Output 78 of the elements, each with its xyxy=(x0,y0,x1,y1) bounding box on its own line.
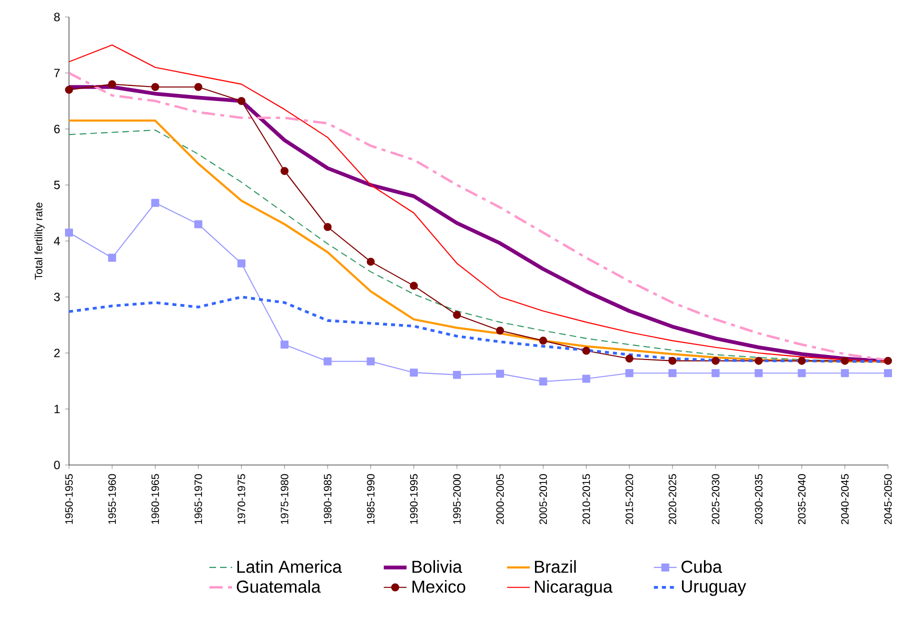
x-tick-label: 2025-2030 xyxy=(712,474,720,524)
legend-label: Cuba xyxy=(682,560,722,573)
x-tick-label: 1980-1985 xyxy=(324,474,332,524)
y-tick-label: 4 xyxy=(54,236,60,246)
x-tick-label: 2045-2050 xyxy=(884,474,892,524)
legend-label: Nicaragua xyxy=(534,580,613,596)
x-tick-label: 1960-1965 xyxy=(151,474,159,524)
legend-label: Guatemala xyxy=(236,580,321,593)
y-tick-label: 1 xyxy=(54,404,60,414)
y-tick-label: 2 xyxy=(54,348,60,358)
point xyxy=(798,369,806,378)
x-tick-label: 1965-1970 xyxy=(194,474,202,524)
point xyxy=(668,369,676,378)
point xyxy=(452,310,461,319)
x-tick-label: 2000-2005 xyxy=(496,474,504,524)
x-tick-label: 1950-1955 xyxy=(65,474,73,524)
x-tick-label: 1985-1990 xyxy=(366,474,375,524)
x-tick-label: 1955-1960 xyxy=(108,474,116,524)
point xyxy=(452,370,461,379)
point xyxy=(754,369,763,378)
point xyxy=(280,340,289,349)
point xyxy=(625,369,634,378)
point xyxy=(539,378,548,386)
point xyxy=(194,220,202,228)
point xyxy=(280,166,289,175)
x-tick-label: 1990-1995 xyxy=(410,474,418,524)
point xyxy=(108,254,116,262)
point xyxy=(366,357,375,366)
point xyxy=(625,354,634,363)
legend-label: Bolivia xyxy=(412,560,462,573)
y-axis-title: Total fertility rate xyxy=(34,202,44,280)
point xyxy=(884,356,892,365)
point xyxy=(194,82,202,91)
point xyxy=(712,356,720,365)
point xyxy=(754,356,763,365)
point xyxy=(65,228,74,237)
point xyxy=(712,369,720,378)
y-tick-label: 8 xyxy=(54,12,60,22)
point xyxy=(410,282,418,290)
point xyxy=(410,368,418,377)
x-tick-label: 1970-1975 xyxy=(238,474,246,524)
legend-label: Uruguay xyxy=(682,580,746,596)
point xyxy=(582,346,590,355)
y-tick-label: 6 xyxy=(54,124,60,134)
point xyxy=(496,326,504,335)
x-tick-label: 2030-2035 xyxy=(754,474,762,524)
point xyxy=(108,80,116,88)
point xyxy=(668,356,676,365)
x-tick-label: 2010-2015 xyxy=(582,474,590,524)
point xyxy=(496,370,504,378)
x-tick-label: 2040-2045 xyxy=(841,474,849,524)
point xyxy=(884,369,892,378)
point xyxy=(582,374,590,383)
point xyxy=(237,96,246,105)
point xyxy=(366,258,375,266)
point xyxy=(237,259,246,268)
legend-label: Brazil xyxy=(534,560,576,573)
point xyxy=(324,357,332,366)
x-tick-label: 2035-2040 xyxy=(798,474,806,524)
legend-label: Mexico xyxy=(412,580,466,593)
y-tick-label: 0 xyxy=(54,460,60,470)
x-tick-label: 2005-2010 xyxy=(539,474,547,524)
point xyxy=(324,222,332,231)
point xyxy=(840,356,849,365)
y-tick-label: 5 xyxy=(54,180,60,190)
x-tick-label: 2020-2025 xyxy=(668,474,676,524)
x-tick-label: 1975-1980 xyxy=(280,474,288,524)
y-tick-label: 7 xyxy=(54,68,60,78)
x-tick-label: 2015-2020 xyxy=(626,474,634,524)
point xyxy=(840,369,849,378)
x-tick-label: 1995-2000 xyxy=(453,474,461,524)
point xyxy=(151,198,160,207)
point xyxy=(539,336,548,345)
point xyxy=(65,86,74,94)
point xyxy=(798,356,806,365)
point xyxy=(151,82,160,91)
y-tick-label: 3 xyxy=(54,292,60,302)
legend-label: Latin America xyxy=(237,560,342,573)
